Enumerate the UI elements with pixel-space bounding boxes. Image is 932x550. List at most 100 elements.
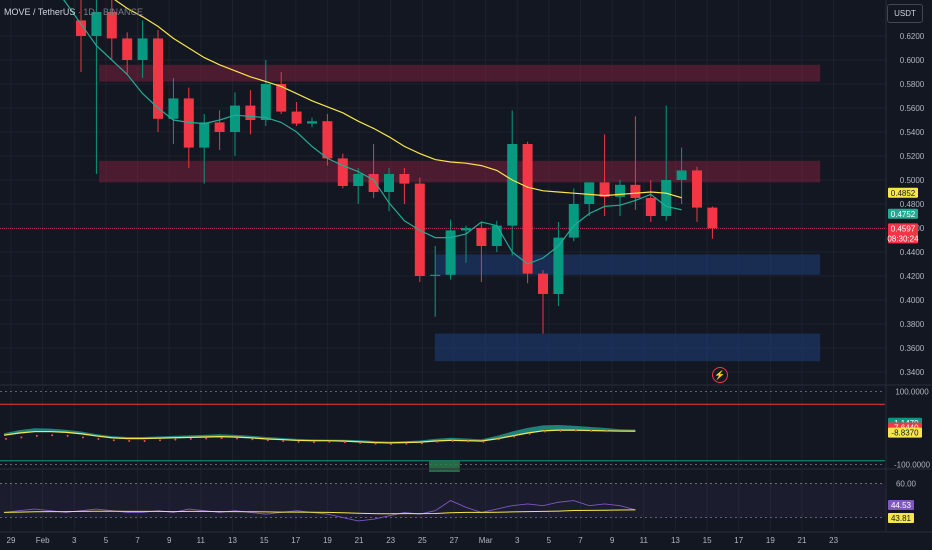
- osc-label-box: [888, 427, 922, 438]
- candle-body: [461, 228, 471, 231]
- osc-dot: [159, 439, 161, 442]
- candle-body: [153, 38, 163, 119]
- osc-dot: [590, 429, 593, 432]
- rsi-ma-line: [3, 509, 636, 515]
- osc-dot: [174, 438, 177, 441]
- candle-body: [76, 20, 86, 36]
- osc-dot: [513, 435, 516, 438]
- y-tick-label: 0.3600: [900, 344, 925, 353]
- price-label-box: [888, 223, 918, 244]
- osc-dot: [313, 441, 315, 444]
- demand-zone: [434, 254, 821, 275]
- osc-dot: [359, 441, 362, 444]
- candle-body: [615, 184, 625, 197]
- osc-dot: [128, 440, 131, 443]
- osc-dot: [436, 440, 439, 443]
- osc-dot: [343, 441, 346, 444]
- candle-body: [307, 121, 317, 124]
- osc-dot: [405, 442, 408, 445]
- candle-body: [630, 184, 641, 198]
- x-tick-label: 23: [386, 536, 395, 545]
- candle-body: [538, 273, 548, 294]
- osc-dot: [143, 440, 146, 443]
- osc-dot: [51, 434, 54, 437]
- interval-label: 1D: [83, 7, 95, 17]
- candle-body: [368, 174, 379, 192]
- x-tick-label: 9: [167, 536, 172, 545]
- y-tick-label: 0.6200: [900, 32, 925, 41]
- osc-dot: [544, 430, 546, 433]
- y-tick-label: 0.4800: [900, 200, 925, 209]
- x-tick-label: 13: [671, 536, 680, 545]
- candle-body: [122, 38, 133, 60]
- price-label: 0.4597: [891, 224, 916, 233]
- y-tick-label: 0.3400: [900, 368, 925, 377]
- candle-body: [353, 174, 364, 186]
- y-tick-label: 0.5000: [900, 176, 925, 185]
- price-label: 0.4752: [891, 210, 916, 219]
- candle-body: [276, 84, 287, 112]
- x-tick-label: 23: [829, 536, 838, 545]
- osc-dot: [189, 437, 192, 440]
- osc-dot: [5, 437, 7, 440]
- candle-body: [507, 144, 518, 226]
- x-tick-label: 21: [798, 536, 807, 545]
- osc-value-label: -8.8370: [891, 429, 919, 438]
- x-tick-label: 27: [450, 536, 459, 545]
- candle-body: [707, 207, 718, 229]
- rsi-value-label: 44.53: [891, 501, 912, 510]
- y-tick-label: 0.4200: [900, 272, 925, 281]
- osc-dot: [420, 442, 423, 445]
- y-tick-label: 0.4400: [900, 248, 925, 257]
- x-tick-label: 7: [135, 536, 140, 545]
- candle-body: [430, 274, 441, 276]
- rsi-label-box: [888, 513, 914, 523]
- currency-button[interactable]: USDT: [887, 4, 923, 23]
- x-tick-label: 3: [72, 536, 77, 545]
- x-tick-label: 15: [260, 536, 269, 545]
- x-tick-label: 15: [703, 536, 712, 545]
- price-label-box: [888, 187, 918, 198]
- osc-histogram-area: [4, 424, 636, 444]
- x-tick-label: 17: [291, 536, 300, 545]
- osc-dot: [97, 437, 100, 440]
- supply-zone: [99, 160, 821, 183]
- osc-dot: [20, 436, 23, 439]
- x-tick-label: 5: [104, 536, 109, 545]
- y-tick-label: 0.5400: [900, 128, 925, 137]
- osc-dot: [66, 434, 69, 437]
- y-tick-label: 0.3800: [900, 320, 925, 329]
- x-tick-label: 13: [228, 536, 237, 545]
- rsi-label-box: [888, 500, 914, 510]
- osc-dot: [467, 440, 469, 443]
- y-tick-label: 0.6000: [900, 56, 925, 65]
- osc-dot: [574, 429, 577, 432]
- exchange-label: BINANCE: [102, 7, 143, 17]
- osc-dot: [328, 440, 331, 443]
- symbol-title[interactable]: MOVE / TetherUS · 1D · BINANCE: [4, 7, 143, 17]
- osc-dot: [82, 436, 84, 439]
- x-tick-label: 29: [7, 536, 16, 545]
- lightning-icon[interactable]: ⚡: [712, 367, 728, 383]
- price-label: 0.4852: [891, 189, 916, 198]
- osc-dot: [35, 434, 38, 437]
- candle-body: [230, 105, 240, 132]
- candle-body: [522, 144, 533, 274]
- candle-body: [584, 182, 595, 204]
- demand-zone: [434, 333, 821, 362]
- osc-dot: [282, 440, 285, 443]
- candle-body: [384, 174, 394, 192]
- x-tick-label: 19: [766, 536, 775, 545]
- candle-body: [137, 38, 148, 60]
- candle-body: [445, 230, 456, 275]
- countdown-label: 08:30:24: [887, 234, 919, 243]
- x-tick-label: 17: [734, 536, 743, 545]
- x-tick-label: 21: [355, 536, 364, 545]
- y-tick-label: 0.4000: [900, 296, 925, 305]
- x-tick-label: Mar: [479, 536, 493, 545]
- osc-tick-label: -100.0000: [894, 460, 931, 469]
- y-tick-label: 0.5800: [900, 80, 925, 89]
- candle-body: [491, 225, 502, 246]
- oscillator-pane: [0, 391, 885, 472]
